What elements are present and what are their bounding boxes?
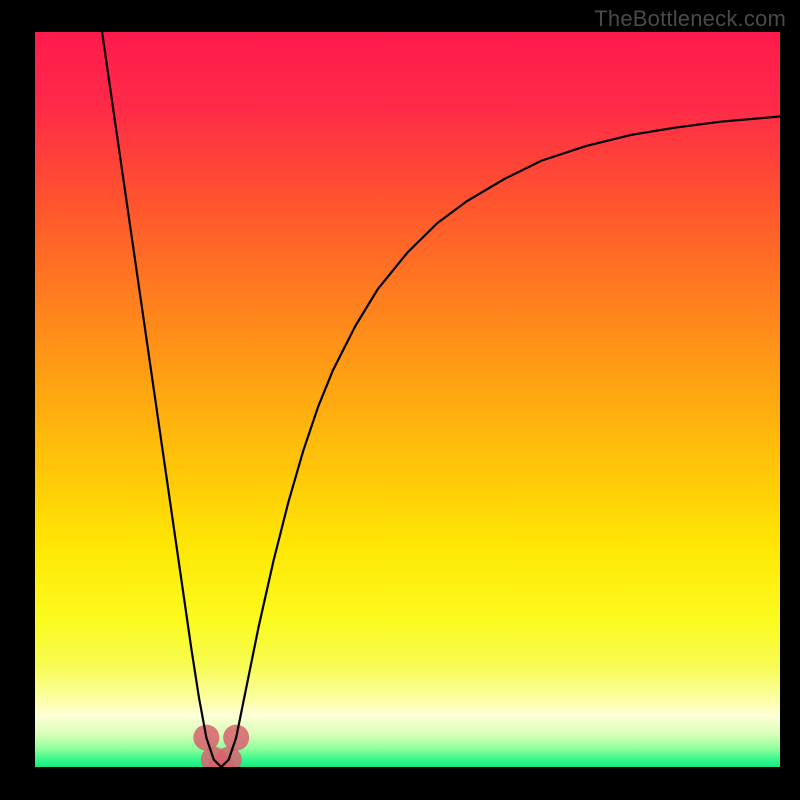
watermark-text: TheBottleneck.com [594, 6, 786, 32]
bottleneck-chart [0, 0, 800, 800]
chart-container: { "watermark": { "text": "TheBottleneck.… [0, 0, 800, 800]
gradient-background [35, 32, 780, 767]
